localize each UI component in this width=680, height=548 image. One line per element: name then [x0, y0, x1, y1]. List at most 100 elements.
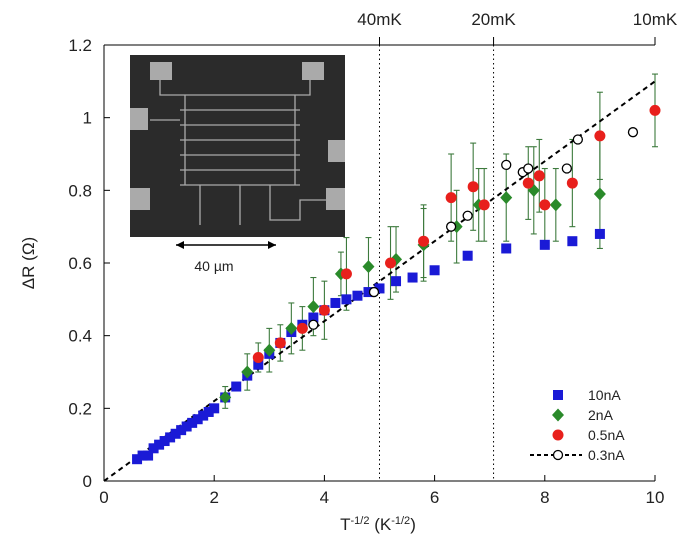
point [501, 159, 512, 171]
point [391, 276, 402, 287]
x-tick-label: 6 [430, 488, 439, 507]
point [561, 163, 572, 174]
point [308, 319, 319, 330]
y-tick-label: 0.4 [68, 327, 92, 346]
legend-marker [553, 390, 563, 400]
point [181, 421, 192, 432]
point [154, 439, 165, 450]
point [539, 199, 551, 211]
point [285, 321, 298, 335]
point [593, 187, 606, 201]
x-axis-label: T-1/2 (K-1/2) [340, 515, 416, 534]
x-label-part: -1/2 [391, 515, 410, 527]
point [445, 192, 457, 204]
point [467, 181, 479, 193]
x-tick-label: 4 [320, 488, 329, 507]
point [418, 235, 430, 247]
scale-label: 40 µm [194, 258, 233, 274]
x-tick-label: 10 [646, 488, 665, 507]
point [649, 104, 661, 116]
point [566, 177, 578, 189]
point [462, 210, 473, 221]
fit-line [103, 80, 656, 482]
point [445, 221, 457, 232]
point [253, 359, 264, 370]
point [374, 283, 385, 294]
point [170, 428, 181, 439]
x-tick-label: 0 [99, 488, 108, 507]
x-tick-label: 2 [209, 488, 218, 507]
point [533, 170, 545, 182]
point [231, 381, 242, 392]
point [198, 410, 209, 421]
legend-marker [552, 449, 564, 461]
y-tick-label: 0 [83, 472, 92, 491]
point [209, 403, 220, 414]
point [594, 228, 605, 239]
point [594, 130, 606, 142]
point [187, 417, 198, 428]
y-tick-label: 1.2 [68, 36, 92, 55]
legend-label: 10nA [588, 387, 621, 403]
point [368, 286, 380, 298]
point [203, 406, 214, 417]
point [523, 163, 534, 174]
legend-label: 0.3nA [588, 447, 625, 463]
top-tick-label: 20mK [471, 10, 516, 29]
x-label-part: -1/2 [351, 515, 370, 527]
point [429, 265, 440, 276]
point [362, 260, 375, 274]
point [539, 239, 550, 250]
point [385, 257, 397, 269]
point [308, 312, 319, 323]
point [522, 177, 534, 189]
point [148, 443, 159, 454]
point [407, 272, 418, 283]
point [318, 304, 330, 316]
point [176, 425, 187, 436]
point [340, 268, 352, 280]
legend-marker [552, 429, 564, 441]
point [330, 297, 341, 308]
legend-label: 0.5nA [588, 427, 625, 443]
point [567, 236, 578, 247]
y-tick-label: 0.2 [68, 399, 92, 418]
point [341, 294, 352, 305]
point [462, 250, 473, 261]
point [307, 300, 320, 314]
point [363, 287, 374, 298]
top-tick-label: 40mK [357, 10, 402, 29]
inset-image [130, 55, 345, 249]
y-axis-label: ΔR (Ω) [19, 237, 38, 289]
point [501, 243, 512, 254]
point [274, 337, 286, 349]
point [132, 454, 143, 465]
top-tick-label: 10mK [633, 10, 678, 29]
point [352, 290, 363, 301]
point [219, 390, 232, 404]
point [252, 351, 264, 363]
point [241, 365, 254, 379]
point [137, 450, 148, 461]
point [263, 343, 276, 357]
point [296, 322, 308, 334]
point [572, 134, 584, 145]
point [159, 436, 170, 447]
point [549, 198, 562, 212]
point [478, 199, 490, 211]
y-tick-label: 0.6 [68, 254, 92, 273]
x-label-part: (K [369, 515, 391, 534]
y-tick-label: 1 [83, 109, 92, 128]
x-tick-label: 8 [540, 488, 549, 507]
point [627, 127, 639, 138]
legend-marker [552, 408, 564, 422]
legend-label: 2nA [588, 407, 614, 423]
x-label-part: T [340, 515, 350, 534]
point [165, 432, 176, 443]
point [143, 450, 154, 461]
x-label-part: ) [410, 515, 416, 534]
point [500, 191, 513, 205]
point [192, 414, 203, 425]
y-tick-label: 0.8 [68, 181, 92, 200]
